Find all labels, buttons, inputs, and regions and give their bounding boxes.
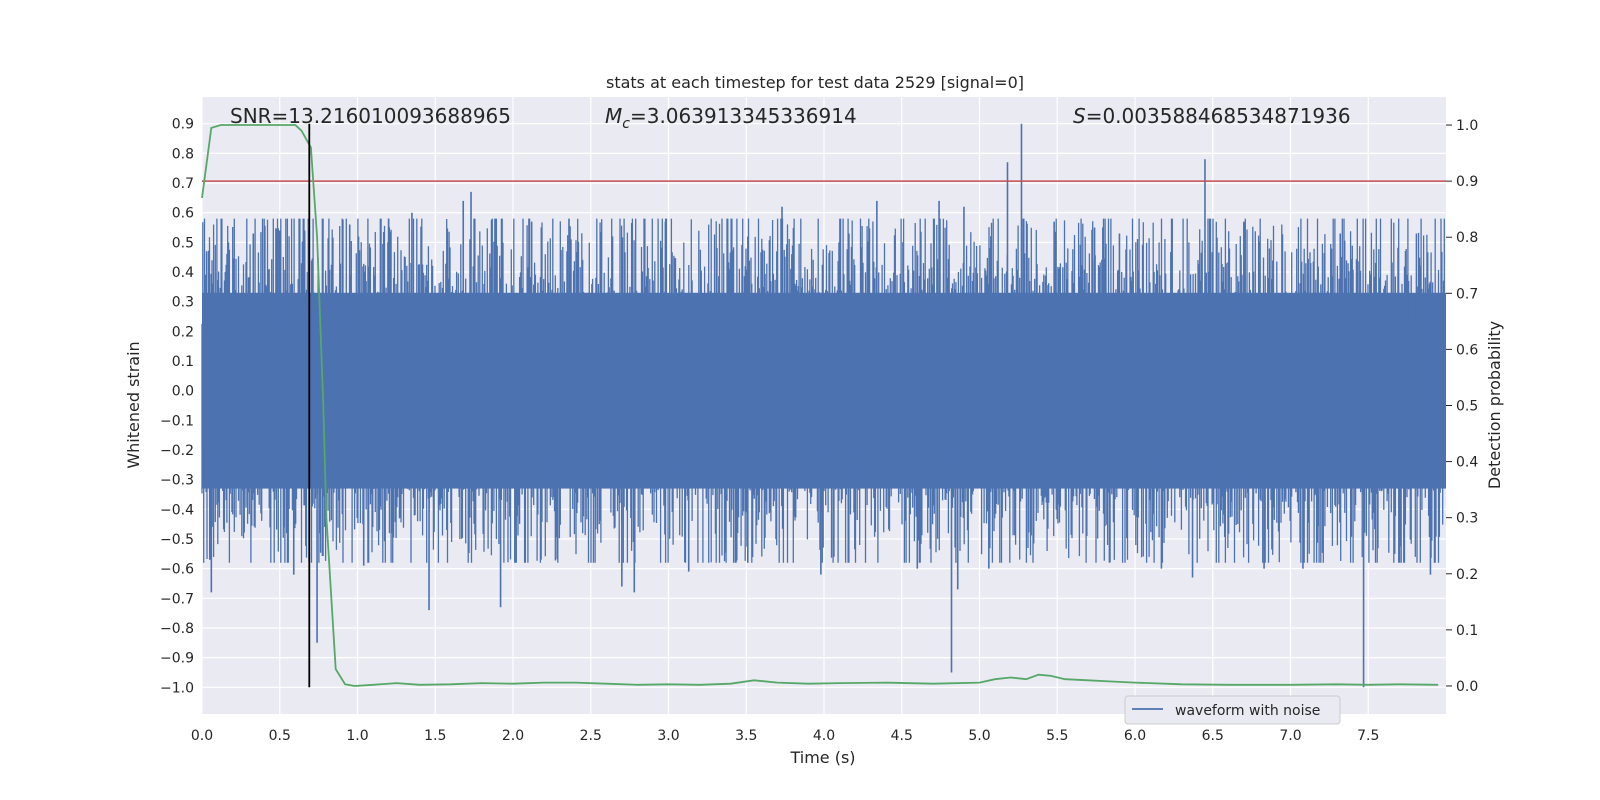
chirp-mass-symbol: M [605, 104, 622, 128]
y-right-tick-label: 0.5 [1456, 399, 1478, 415]
y-right-tick-label: 0.9 [1456, 174, 1478, 190]
y-left-tick-label: −0.1 [160, 413, 194, 429]
y-right-tick-label: 0.6 [1456, 342, 1478, 358]
chirp-mass-annotation: Mc=3.063913345336914 [605, 104, 857, 132]
y-left-tick-label: 0.8 [172, 146, 194, 162]
y-right-tick-label: 0.1 [1456, 623, 1478, 639]
y-right-tick-label: 0.7 [1456, 286, 1478, 302]
y-right-axis-ticks: 1.0 0.9 0.8 0.7 0.6 0.5 0.4 0.3 0.2 0.1 0.0 [1446, 118, 1478, 695]
x-tick-label: 4.5 [891, 728, 913, 744]
y-right-tick-label: 0.0 [1456, 679, 1478, 695]
x-tick-label: 2.0 [502, 728, 524, 744]
x-tick-label: 6.5 [1202, 728, 1224, 744]
s-value: =0.003588468534871936 [1086, 104, 1351, 128]
x-tick-label: 3.5 [735, 728, 757, 744]
y-left-tick-label: 0.0 [172, 384, 194, 400]
y-left-tick-label: 0.3 [172, 295, 194, 311]
x-tick-label: 0.0 [191, 728, 213, 744]
x-tick-label: 0.5 [269, 728, 291, 744]
y-left-tick-label: 0.1 [172, 354, 194, 370]
legend: waveform with noise [1124, 695, 1341, 725]
chirp-mass-value: =3.063913345336914 [630, 104, 857, 128]
y-left-tick-label: −0.7 [160, 591, 194, 607]
x-tick-label: 4.0 [813, 728, 835, 744]
x-tick-label: 5.0 [968, 728, 990, 744]
y-left-tick-label: 0.9 [172, 117, 194, 133]
y-left-tick-label: −0.4 [160, 502, 194, 518]
x-tick-label: 7.0 [1279, 728, 1301, 744]
y-left-tick-label: 0.6 [172, 206, 194, 222]
x-axis-ticks: 0.0 0.5 1.0 1.5 2.0 2.5 3.0 3.5 4.0 4.5 5.0 5.5 6.0 6… [191, 728, 1380, 744]
snr-annotation: SNR=13.216010093688965 [230, 104, 511, 128]
s-statistic-annotation: S=0.003588468534871936 [1073, 104, 1351, 128]
overlays [201, 123, 1446, 688]
y-right-tick-label: 0.4 [1456, 455, 1478, 471]
x-tick-label: 7.5 [1357, 728, 1379, 744]
y-left-tick-label: −0.6 [160, 562, 194, 578]
y-right-axis-label: Detection probability [1485, 321, 1504, 489]
waveform-noise-trace [201, 218, 1445, 563]
y-right-tick-label: 0.8 [1456, 230, 1478, 246]
y-left-tick-label: −0.3 [160, 473, 194, 489]
chart-title: stats at each timestep for test data 252… [606, 73, 1024, 92]
y-left-tick-label: 0.5 [172, 235, 194, 251]
x-tick-label: 2.5 [580, 728, 602, 744]
y-left-tick-label: −0.2 [160, 443, 194, 459]
plot-area [201, 97, 1446, 714]
x-tick-label: 5.5 [1046, 728, 1068, 744]
x-tick-label: 1.0 [346, 728, 368, 744]
waveform-series [201, 123, 1446, 688]
y-left-axis-ticks: 0.9 0.8 0.7 0.6 0.5 0.4 0.3 0.2 0.1 0.0 −0.1 −0.2 −0… [160, 117, 194, 697]
detection-probability-line [201, 124, 1439, 687]
y-left-tick-label: −1.0 [160, 680, 194, 696]
s-symbol: S [1073, 104, 1086, 128]
y-right-tick-label: 0.2 [1456, 567, 1478, 583]
x-axis-label: Time (s) [789, 748, 855, 767]
y-left-tick-label: 0.2 [172, 324, 194, 340]
x-tick-label: 6.0 [1124, 728, 1146, 744]
y-right-tick-label: 0.3 [1456, 511, 1478, 527]
chirp-mass-subscript: c [622, 116, 630, 132]
y-right-tick-label: 1.0 [1456, 118, 1478, 134]
x-tick-label: 1.5 [424, 728, 446, 744]
y-left-tick-label: −0.5 [160, 532, 194, 548]
y-left-axis-label: Whitened strain [124, 341, 143, 468]
x-tick-label: 3.0 [657, 728, 679, 744]
y-left-tick-label: 0.4 [172, 265, 194, 281]
legend-label-waveform: waveform with noise [1175, 703, 1320, 719]
legend-box [1124, 695, 1341, 725]
y-left-tick-label: 0.7 [172, 176, 194, 192]
y-left-tick-label: −0.8 [160, 621, 194, 637]
y-left-tick-label: −0.9 [160, 651, 194, 667]
